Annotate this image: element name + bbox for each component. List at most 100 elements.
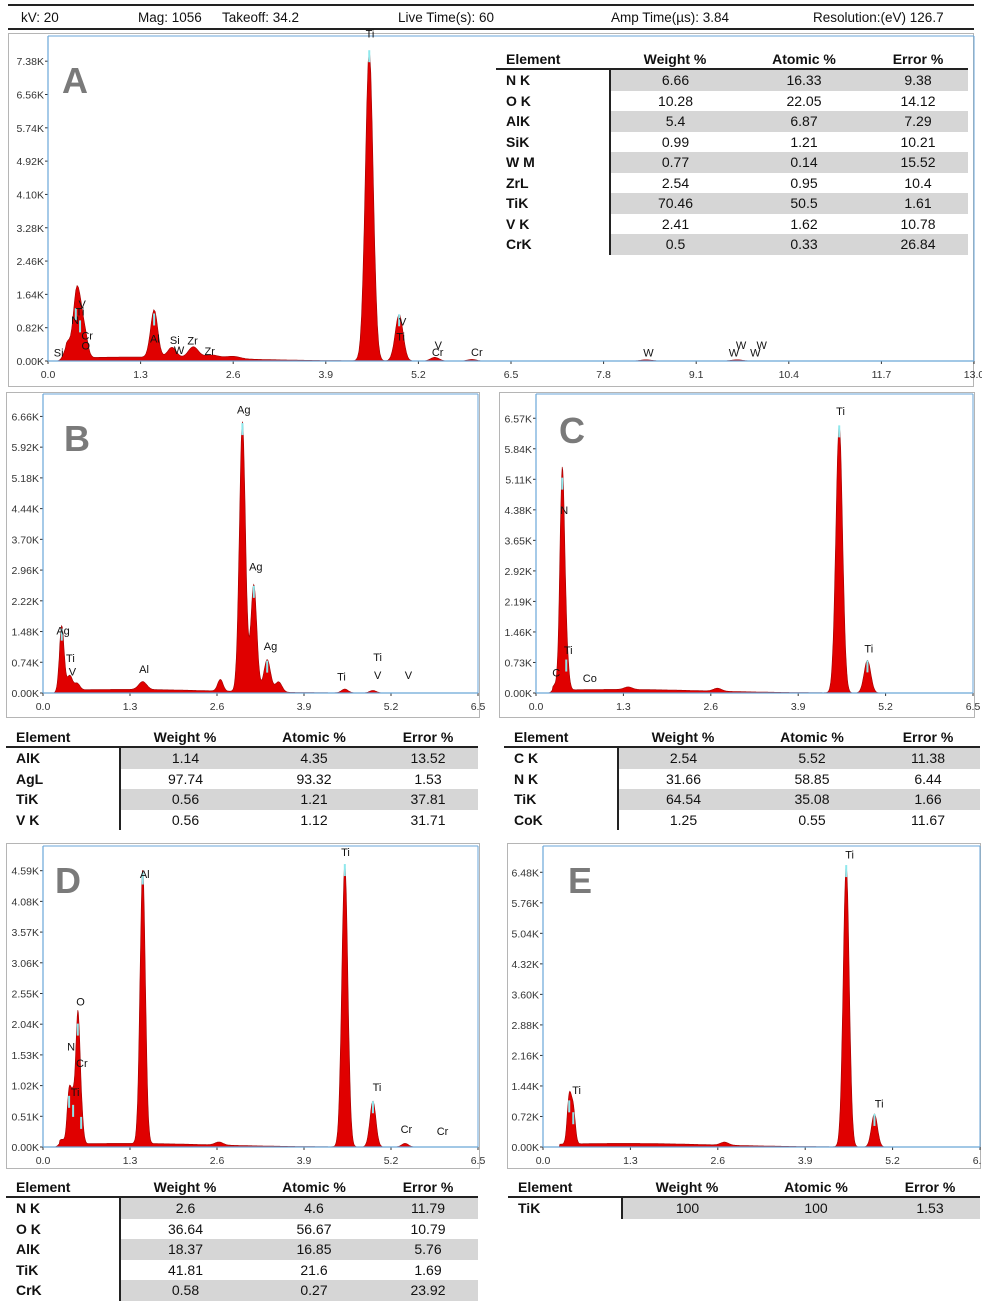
value-cell: 56.67 bbox=[296, 1220, 332, 1237]
value-cell: 0.27 bbox=[250, 1280, 378, 1301]
value-cell: 11.38 bbox=[876, 747, 980, 769]
value-cell: 0.56 bbox=[171, 811, 200, 828]
value-cell: 41.81 bbox=[167, 1261, 204, 1278]
value-cell: 1.21 bbox=[250, 789, 378, 810]
value-cell: 2.41 bbox=[661, 215, 690, 232]
value-cell: 0.56 bbox=[120, 789, 250, 810]
value-cell: 10.78 bbox=[900, 215, 936, 232]
table-row: CrK 0.5 0.33 26.84 bbox=[496, 234, 968, 255]
table-row: TiK 41.81 21.6 1.69 bbox=[6, 1259, 478, 1280]
element-cell: CrK bbox=[496, 234, 611, 255]
value-cell: 0.99 bbox=[661, 133, 690, 150]
table-row: AlK 18.37 16.85 5.76 bbox=[6, 1239, 478, 1260]
value-cell: 93.32 bbox=[296, 770, 332, 787]
composition-table-d: Element Weight % Atomic % Error % N K 2.6 4.6 1… bbox=[6, 1178, 478, 1301]
value-cell: 1.69 bbox=[414, 1261, 442, 1278]
column-header: Element bbox=[6, 1178, 120, 1198]
takeoff-readout: Takeoff: 34.2 bbox=[222, 10, 300, 25]
table-row: TiK 64.54 35.08 1.66 bbox=[504, 789, 980, 810]
table-header-row: Element Weight % Atomic % Error % bbox=[496, 50, 968, 70]
value-cell: 1.12 bbox=[300, 811, 328, 828]
table-row: O K 10.28 22.05 14.12 bbox=[496, 90, 968, 111]
column-header: Atomic % bbox=[748, 728, 876, 748]
panel-title-a: A bbox=[62, 60, 88, 101]
table-header-row: Element Weight % Atomic % Error % bbox=[6, 728, 478, 748]
value-cell: 70.46 bbox=[610, 193, 740, 214]
table-row: TiK 0.56 1.21 37.81 bbox=[6, 789, 478, 810]
panel-title-c: C bbox=[559, 410, 585, 451]
kv-readout: kV: 20 bbox=[21, 10, 59, 25]
column-header: Weight % bbox=[622, 1178, 752, 1198]
element-cell: AlK bbox=[6, 1239, 121, 1260]
column-header: Atomic % bbox=[250, 728, 378, 748]
value-cell: 0.58 bbox=[120, 1280, 250, 1301]
column-header: Atomic % bbox=[740, 50, 868, 70]
composition-table-e: Element Weight % Atomic % Error % TiK 100 100 1… bbox=[508, 1178, 980, 1219]
value-cell: 0.77 bbox=[610, 152, 740, 173]
column-header: Weight % bbox=[120, 728, 250, 748]
column-header: Error % bbox=[378, 1178, 478, 1198]
value-cell: 100 bbox=[622, 1197, 752, 1219]
element-cell: W M bbox=[496, 152, 611, 173]
element-cell: AlK bbox=[496, 111, 611, 132]
value-cell: 2.54 bbox=[661, 174, 690, 191]
value-cell: 1.53 bbox=[880, 1197, 980, 1219]
column-header: Element bbox=[508, 1178, 622, 1198]
value-cell: 14.12 bbox=[900, 92, 936, 109]
value-cell: 97.74 bbox=[167, 770, 204, 787]
value-cell: 26.84 bbox=[868, 234, 968, 255]
column-header: Atomic % bbox=[752, 1178, 880, 1198]
value-cell: 0.5 bbox=[610, 234, 740, 255]
value-cell: 5.76 bbox=[378, 1239, 478, 1260]
value-cell: 10.79 bbox=[410, 1220, 446, 1237]
value-cell: 23.92 bbox=[378, 1280, 478, 1301]
composition-table-b: Element Weight % Atomic % Error % AlK 1.14 4.3… bbox=[6, 728, 478, 830]
table-row: AgL 97.74 93.32 1.53 bbox=[6, 768, 478, 789]
column-header: Element bbox=[496, 50, 610, 70]
value-cell: 36.64 bbox=[167, 1220, 204, 1237]
table-row: C K 2.54 5.52 11.38 bbox=[504, 747, 980, 769]
table-row: TiK 100 100 1.53 bbox=[508, 1197, 980, 1219]
value-cell: 0.55 bbox=[798, 811, 826, 828]
table-row: N K 31.66 58.85 6.44 bbox=[504, 768, 980, 789]
value-cell: 50.5 bbox=[740, 193, 868, 214]
value-cell: 10.4 bbox=[904, 174, 932, 191]
element-cell: TiK bbox=[504, 789, 619, 810]
value-cell: 6.87 bbox=[740, 111, 868, 132]
value-cell: 21.6 bbox=[300, 1261, 328, 1278]
column-header: Error % bbox=[880, 1178, 980, 1198]
element-cell: N K bbox=[6, 1197, 121, 1219]
column-header: Error % bbox=[868, 50, 968, 70]
element-cell: CoK bbox=[504, 809, 619, 830]
element-cell: TiK bbox=[6, 1259, 121, 1280]
live-time-readout: Live Time(s): 60 bbox=[398, 10, 495, 25]
table-row: TiK 70.46 50.5 1.61 bbox=[496, 193, 968, 214]
value-cell: 37.81 bbox=[378, 789, 478, 810]
value-cell: 4.6 bbox=[250, 1197, 378, 1219]
element-cell: N K bbox=[496, 69, 611, 91]
table-row: SiK 0.99 1.21 10.21 bbox=[496, 131, 968, 152]
element-cell: O K bbox=[6, 1218, 121, 1239]
value-cell: 11.79 bbox=[378, 1197, 478, 1219]
element-cell: AgL bbox=[6, 768, 121, 789]
column-header: Weight % bbox=[618, 728, 748, 748]
value-cell: 0.95 bbox=[790, 174, 818, 191]
value-cell: 100 bbox=[752, 1197, 880, 1219]
acquisition-header: kV: 20 Mag: 1056 Takeoff: 34.2 Live Time… bbox=[8, 4, 974, 30]
column-header: Element bbox=[6, 728, 120, 748]
value-cell: 58.85 bbox=[794, 770, 830, 787]
element-cell: TiK bbox=[6, 789, 121, 810]
value-cell: 0.14 bbox=[740, 152, 868, 173]
table-row: N K 2.6 4.6 11.79 bbox=[6, 1197, 478, 1219]
value-cell: 64.54 bbox=[618, 789, 748, 810]
element-cell: TiK bbox=[496, 193, 611, 214]
value-cell: 18.37 bbox=[120, 1239, 250, 1260]
value-cell: 1.21 bbox=[790, 133, 818, 150]
value-cell: 11.67 bbox=[911, 811, 945, 828]
element-cell: CrK bbox=[6, 1280, 121, 1301]
table-row: ZrL 2.54 0.95 10.4 bbox=[496, 172, 968, 193]
element-cell: TiK bbox=[508, 1197, 623, 1219]
table-row: AlK 1.14 4.35 13.52 bbox=[6, 747, 478, 769]
element-cell: ZrL bbox=[496, 172, 611, 193]
table-row: V K 2.41 1.62 10.78 bbox=[496, 213, 968, 234]
